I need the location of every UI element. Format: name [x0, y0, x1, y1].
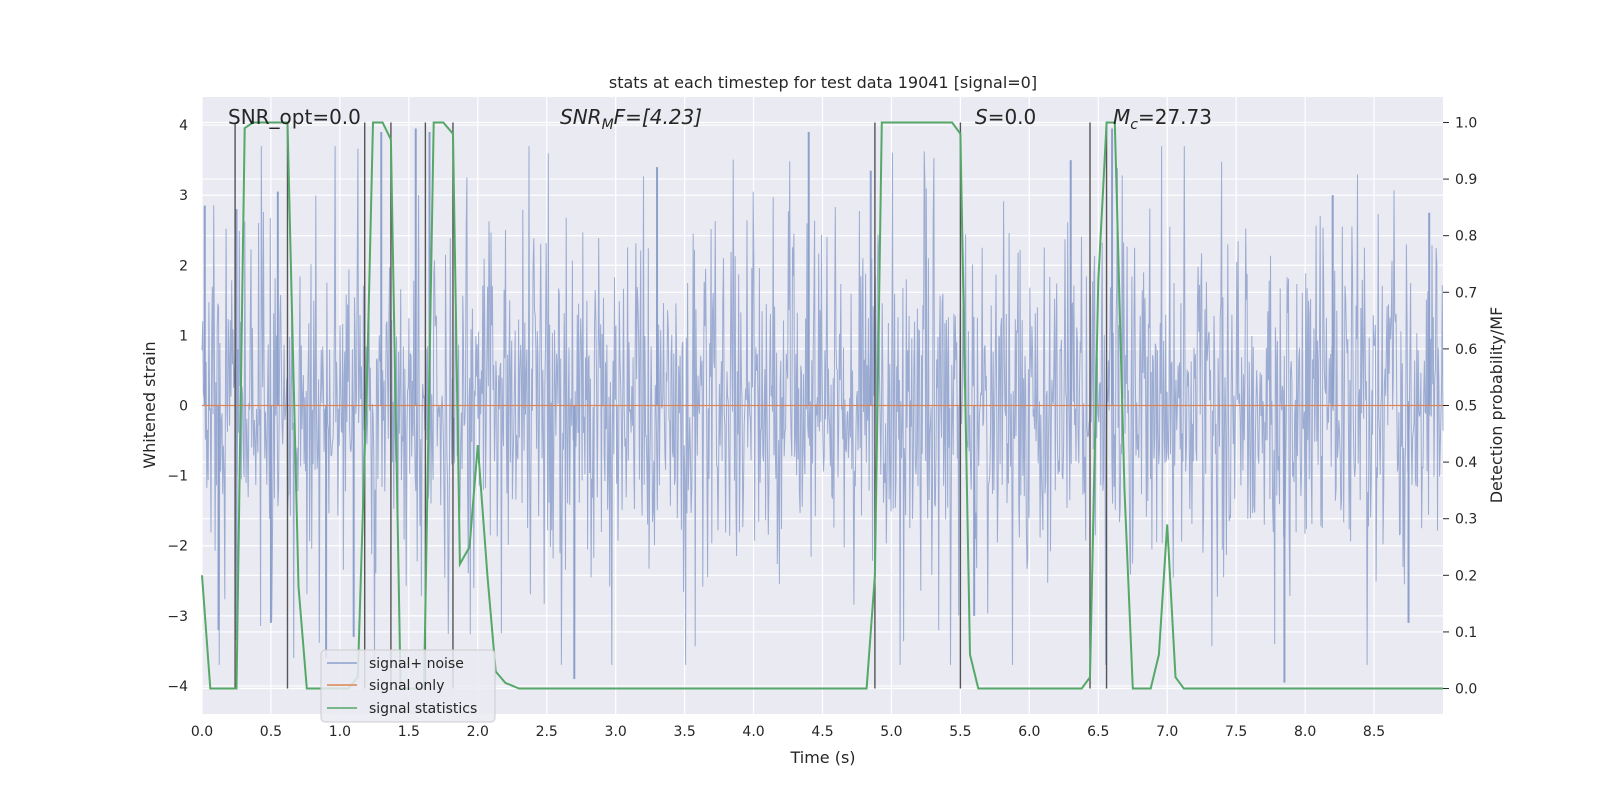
left-axis-ticks: −4 −3 −2 −1 0 1 2 3 4 — [167, 118, 188, 695]
x-tick-label: 5.5 — [949, 724, 971, 740]
x-tick-label: 4.5 — [811, 724, 833, 740]
right-tick-label: 1.0 — [1455, 115, 1477, 131]
right-tick-label: 0.7 — [1455, 285, 1477, 301]
right-axis-title: Detection probability/MF — [1487, 307, 1506, 504]
x-tick-label: 7.0 — [1156, 724, 1178, 740]
x-tick-label: 2.0 — [467, 724, 489, 740]
annotation-snr-mf: SNRMF=[4.23] — [560, 105, 702, 133]
x-axis-ticks: 0.0 0.5 1.0 1.5 2.0 2.5 3.0 3.5 4.0 4.5 5.0 5.5 6.0 6… — [191, 724, 1385, 740]
right-tick-label: 0.2 — [1455, 568, 1477, 584]
left-tick-label: 3 — [179, 188, 188, 204]
x-tick-label: 0.0 — [191, 724, 213, 740]
left-tick-label: 2 — [179, 258, 188, 274]
x-tick-label: 7.5 — [1225, 724, 1247, 740]
annotation-snr-mf-rest: F=[4.23] — [614, 105, 702, 129]
right-tick-label: 0.4 — [1455, 455, 1477, 471]
annotation-mc: Mc=27.73 — [1113, 105, 1212, 133]
annotation-mc-symbol: M — [1113, 105, 1130, 129]
left-tick-label: −1 — [167, 469, 188, 485]
annotation-s-value: =0.0 — [988, 105, 1037, 129]
annotation-snr-opt: SNR_opt=0.0 — [228, 105, 361, 129]
x-axis-title: Time (s) — [789, 748, 855, 767]
x-tick-label: 6.5 — [1087, 724, 1109, 740]
right-tick-label: 0.8 — [1455, 229, 1477, 245]
legend-label-signal-noise: signal+ noise — [369, 656, 464, 672]
right-axis-ticks: 0.0 0.1 0.2 0.3 0.4 0.5 0.6 0.7 0.8 0.9 1.0 — [1443, 115, 1477, 698]
x-tick-label: 1.0 — [329, 724, 351, 740]
left-tick-label: 1 — [179, 328, 188, 344]
left-tick-label: 0 — [179, 399, 188, 415]
x-tick-label: 2.5 — [536, 724, 558, 740]
left-tick-label: 4 — [179, 118, 188, 134]
left-axis-title: Whitened strain — [140, 341, 159, 468]
x-tick-label: 1.5 — [398, 724, 420, 740]
vertical-markers — [234, 122, 1108, 689]
right-tick-label: 0.9 — [1455, 172, 1477, 188]
right-tick-label: 0.0 — [1455, 682, 1477, 698]
left-tick-label: −2 — [167, 539, 188, 555]
x-tick-label: 4.0 — [742, 724, 764, 740]
annotation-mc-subscript: c — [1130, 117, 1138, 133]
right-tick-label: 0.5 — [1455, 399, 1477, 415]
chart-title: stats at each timestep for test data 190… — [609, 73, 1037, 92]
annotation-s: S=0.0 — [975, 105, 1036, 129]
left-tick-label: −3 — [167, 609, 188, 625]
x-tick-label: 5.0 — [880, 724, 902, 740]
noise-series — [201, 128, 1444, 683]
legend-box — [320, 649, 496, 723]
right-tick-label: 0.6 — [1455, 342, 1477, 358]
annotation-s-symbol: S — [975, 105, 988, 129]
x-tick-label: 3.5 — [673, 724, 695, 740]
x-tick-label: 8.5 — [1363, 724, 1385, 740]
annotation-snr-mf-subscript: M — [602, 117, 614, 133]
x-tick-label: 8.0 — [1294, 724, 1316, 740]
x-tick-label: 0.5 — [260, 724, 282, 740]
noise-line — [201, 146, 1444, 665]
legend: signal+ noise signal only signal statist… — [320, 649, 496, 723]
right-tick-label: 0.3 — [1455, 512, 1477, 528]
left-tick-label: −4 — [167, 679, 188, 695]
x-tick-label: 3.0 — [605, 724, 627, 740]
legend-label-signal-statistics: signal statistics — [369, 701, 477, 717]
annotation-snr-mf-symbol: SNR — [560, 105, 602, 129]
annotation-mc-value: =27.73 — [1138, 105, 1212, 129]
x-tick-label: 6.0 — [1018, 724, 1040, 740]
legend-label-signal-only: signal only — [369, 678, 444, 694]
right-tick-label: 0.1 — [1455, 625, 1477, 641]
